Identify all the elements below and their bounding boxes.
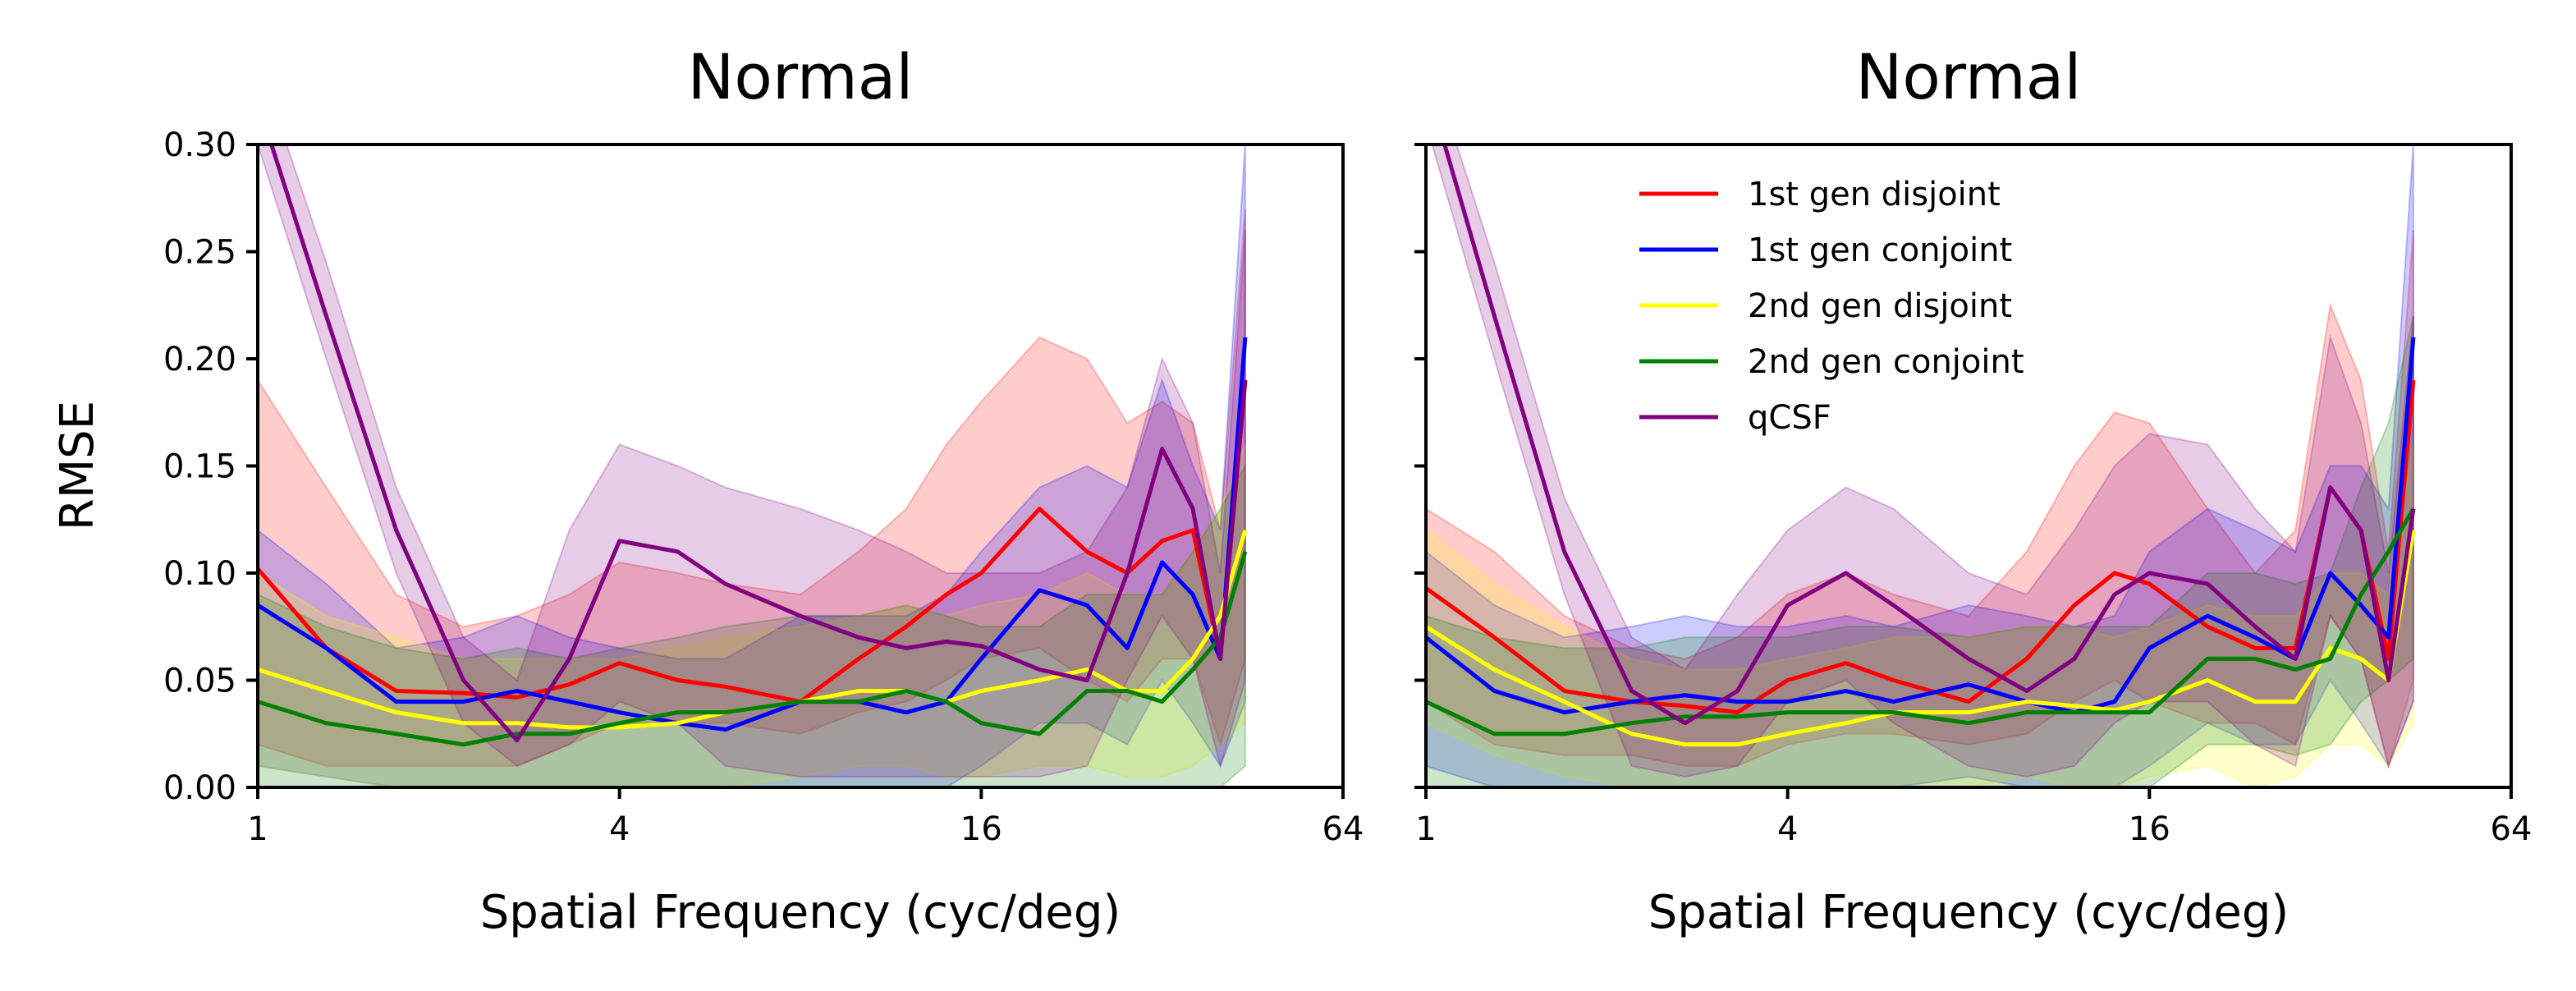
line-2nd-gen-conjoint xyxy=(258,551,1248,747)
x-tick-label: 1 xyxy=(247,810,268,848)
legend-label-2nd-gen-conjoint: 2nd gen conjoint xyxy=(1748,343,2024,381)
line-1st-gen-disjoint xyxy=(258,379,1248,704)
chart-panel-right: Normal 1 4 16 64 Spatial Frequency (cyc/deg… xyxy=(1414,40,2532,939)
x-axis-label-left: Spatial Frequency (cyc/deg) xyxy=(480,886,1121,939)
y-tick-label: 0.20 xyxy=(163,341,236,379)
confidence-bands-right xyxy=(1426,145,2414,787)
x-tick-label: 16 xyxy=(2129,810,2170,848)
y-tick-label: 0.30 xyxy=(163,126,236,164)
line-qcsf xyxy=(1442,145,2416,726)
series-lines-right xyxy=(1426,145,2416,747)
chart-panel-left: Normal 0.00 0.05 0.10 0.15 0.20 0.25 0.30 1 4 16… xyxy=(51,40,1364,939)
band-1st-gen-conjoint xyxy=(1426,145,2414,787)
series-lines-left xyxy=(258,145,1248,747)
chart-title-left: Normal xyxy=(688,40,914,113)
y-tick-label: 0.15 xyxy=(163,448,236,486)
line-2nd-gen-conjoint xyxy=(1426,507,2416,736)
legend-label-qcsf: qCSF xyxy=(1748,399,1831,437)
band-qcsf xyxy=(258,145,1246,778)
x-tick-label: 16 xyxy=(960,810,1002,848)
x-tick-label: 4 xyxy=(1777,810,1798,848)
y-tick-label: 0.25 xyxy=(163,234,236,272)
y-tick-label: 0.05 xyxy=(163,663,236,700)
x-tick-label: 64 xyxy=(1322,810,1364,848)
band-2nd-gen-disjoint xyxy=(1426,444,2414,787)
legend-label-1st-gen-conjoint: 1st gen conjoint xyxy=(1748,232,2012,269)
legend-label-2nd-gen-disjoint: 2nd gen disjoint xyxy=(1748,287,2012,325)
y-ticks-right xyxy=(1414,143,1426,789)
band-1st-gen-conjoint xyxy=(258,145,1246,787)
y-ticks-left: 0.00 0.05 0.10 0.15 0.20 0.25 0.30 xyxy=(163,126,258,807)
x-tick-label: 4 xyxy=(609,810,630,848)
line-2nd-gen-disjoint xyxy=(1426,530,2416,747)
y-tick-label: 0.00 xyxy=(163,769,236,807)
y-tick-label: 0.10 xyxy=(163,555,236,593)
x-axis-label-right: Spatial Frequency (cyc/deg) xyxy=(1648,886,2290,939)
y-axis-label: RMSE xyxy=(51,401,104,530)
band-2nd-gen-conjoint xyxy=(258,462,1246,787)
chart-title-right: Normal xyxy=(1856,40,2082,113)
x-ticks-left: 1 4 16 64 xyxy=(247,787,1364,848)
x-tick-label: 64 xyxy=(2491,810,2532,848)
line-2nd-gen-disjoint xyxy=(258,530,1248,730)
band-2nd-gen-conjoint xyxy=(1426,315,2414,787)
x-tick-label: 1 xyxy=(1415,810,1436,848)
confidence-bands-left xyxy=(258,145,1246,787)
x-ticks-right: 1 4 16 64 xyxy=(1415,787,2532,848)
band-2nd-gen-disjoint xyxy=(258,444,1246,787)
legend-label-1st-gen-disjoint: 1st gen disjoint xyxy=(1748,176,2001,213)
line-qcsf xyxy=(269,145,1248,743)
legend: 1st gen disjoint 1st gen conjoint 2nd gen … xyxy=(1639,176,2024,437)
